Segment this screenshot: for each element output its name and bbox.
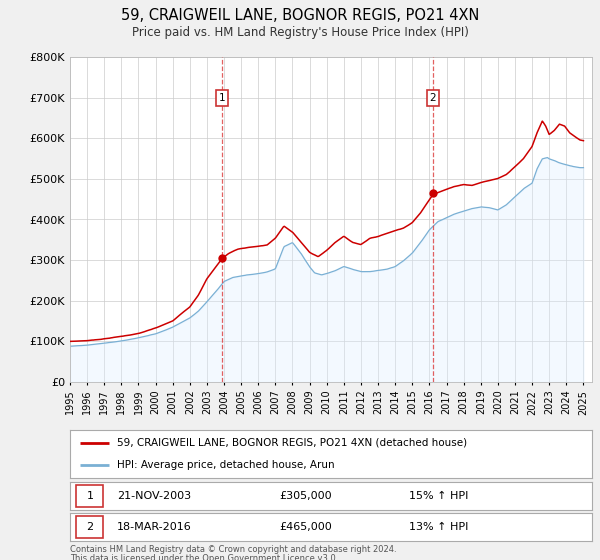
Bar: [76, 516, 103, 538]
Text: HPI: Average price, detached house, Arun: HPI: Average price, detached house, Arun: [117, 460, 335, 470]
Text: £305,000: £305,000: [279, 491, 331, 501]
Text: £465,000: £465,000: [279, 522, 332, 532]
Text: 18-MAR-2016: 18-MAR-2016: [117, 522, 192, 532]
Text: This data is licensed under the Open Government Licence v3.0.: This data is licensed under the Open Gov…: [70, 554, 338, 560]
Text: 2: 2: [430, 92, 436, 102]
Text: 2: 2: [86, 522, 94, 532]
Text: Contains HM Land Registry data © Crown copyright and database right 2024.: Contains HM Land Registry data © Crown c…: [70, 545, 397, 554]
Text: 59, CRAIGWEIL LANE, BOGNOR REGIS, PO21 4XN: 59, CRAIGWEIL LANE, BOGNOR REGIS, PO21 4…: [121, 8, 479, 23]
Text: Price paid vs. HM Land Registry's House Price Index (HPI): Price paid vs. HM Land Registry's House …: [131, 26, 469, 39]
Text: 1: 1: [219, 92, 226, 102]
Text: 15% ↑ HPI: 15% ↑ HPI: [409, 491, 469, 501]
Text: 13% ↑ HPI: 13% ↑ HPI: [409, 522, 469, 532]
Bar: [76, 485, 103, 507]
Text: 1: 1: [86, 491, 94, 501]
Text: 21-NOV-2003: 21-NOV-2003: [117, 491, 191, 501]
Text: 59, CRAIGWEIL LANE, BOGNOR REGIS, PO21 4XN (detached house): 59, CRAIGWEIL LANE, BOGNOR REGIS, PO21 4…: [117, 438, 467, 448]
